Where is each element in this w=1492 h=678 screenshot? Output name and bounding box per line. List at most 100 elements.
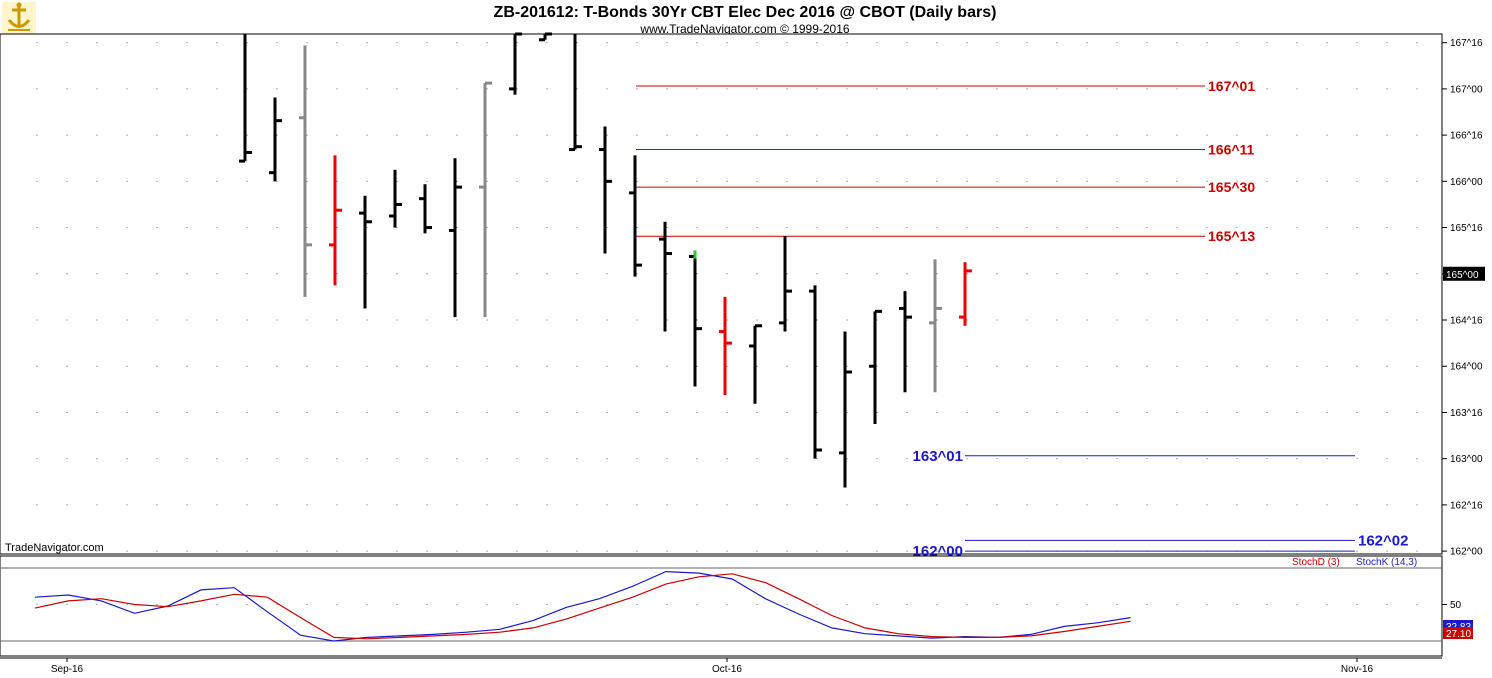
grid-dot — [66, 603, 68, 606]
grid-dot — [1266, 273, 1268, 275]
grid-dot — [1026, 88, 1028, 90]
grid-dot — [366, 319, 368, 321]
grid-dot — [1176, 180, 1178, 182]
grid-dot — [426, 273, 428, 275]
grid-dot — [666, 226, 668, 229]
grid-dot — [846, 273, 848, 275]
grid-dot — [156, 504, 158, 506]
grid-dot — [876, 134, 878, 136]
watermark-text: TradeNavigator.com — [5, 542, 104, 554]
grid-dot — [306, 42, 308, 44]
grid-dot — [1176, 504, 1178, 506]
grid-dot — [966, 365, 968, 367]
grid-dot — [246, 273, 248, 275]
grid-dot — [276, 42, 278, 44]
grid-dot — [1386, 180, 1388, 182]
grid-dot — [66, 504, 68, 506]
grid-dot — [216, 504, 218, 506]
grid-dot — [696, 550, 698, 552]
grid-dot — [576, 134, 578, 136]
grid-dot — [906, 319, 908, 321]
grid-dot — [1206, 88, 1208, 90]
grid-dot — [876, 365, 878, 367]
grid-dot — [1416, 273, 1418, 275]
grid-dot — [156, 411, 158, 414]
time-axis: Sep-16 Oct-16 Nov-16 — [0, 657, 1442, 675]
grid-dot — [276, 365, 278, 367]
grid-dot — [546, 365, 548, 367]
grid-dot — [726, 134, 728, 136]
grid-dot — [366, 550, 368, 552]
grid-dot — [36, 42, 38, 44]
grid-dot — [486, 603, 488, 606]
grid-dot — [1296, 273, 1298, 275]
grid-dot — [756, 365, 758, 367]
grid-dot — [1326, 458, 1328, 460]
grid-dot — [1236, 603, 1238, 606]
grid-dot — [216, 42, 218, 44]
grid-dot — [396, 504, 398, 506]
grid-dot — [1326, 134, 1328, 136]
grid-dot — [486, 226, 488, 229]
grid-dot — [1356, 134, 1358, 136]
grid-dot — [36, 411, 38, 414]
grid-dot — [576, 550, 578, 552]
grid-dot — [906, 273, 908, 275]
grid-dot — [396, 550, 398, 552]
grid-dot — [1266, 411, 1268, 414]
grid-dot — [246, 180, 248, 182]
grid-dot — [1236, 273, 1238, 275]
stoch-last-value-box — [1443, 627, 1473, 639]
grid-dot — [1326, 504, 1328, 506]
grid-dot — [366, 180, 368, 182]
grid-dot — [696, 273, 698, 275]
grid-dot — [1356, 319, 1358, 321]
y-tick-label: 166^00 — [1450, 177, 1483, 188]
grid-dot — [306, 550, 308, 552]
grid-dot — [636, 134, 638, 136]
grid-dot — [216, 180, 218, 182]
grid-dot — [156, 42, 158, 44]
grid-dot — [546, 42, 548, 44]
grid-dot — [246, 550, 248, 552]
grid-dot — [576, 504, 578, 506]
grid-dot — [96, 365, 98, 367]
grid-dot — [216, 226, 218, 229]
grid-dot — [246, 458, 248, 460]
grid-dot — [396, 88, 398, 90]
grid-dot — [966, 42, 968, 44]
grid-dot — [426, 411, 428, 414]
grid-dot — [246, 88, 248, 90]
grid-dot — [1356, 603, 1358, 606]
x-tick-label: Oct-16 — [712, 664, 742, 675]
grid-dot — [936, 504, 938, 506]
grid-dot — [996, 273, 998, 275]
grid-dot — [996, 504, 998, 506]
grid-dot — [306, 226, 308, 229]
grid-dot — [546, 411, 548, 414]
grid-dot — [876, 319, 878, 321]
grid-dot — [66, 226, 68, 229]
grid-dot — [1146, 134, 1148, 136]
grid-dot — [336, 319, 338, 321]
grid-dot — [1116, 180, 1118, 182]
grid-dot — [216, 411, 218, 414]
y-tick-label: 164^16 — [1450, 316, 1483, 327]
y-tick-label: 165^16 — [1450, 223, 1483, 234]
grid-dot — [1146, 42, 1148, 44]
y-tick-label: 163^00 — [1450, 454, 1483, 465]
grid-dot — [1386, 134, 1388, 136]
grid-dot — [696, 134, 698, 136]
grid-dot — [216, 550, 218, 552]
grid-dot — [36, 603, 38, 606]
grid-dot — [516, 134, 518, 136]
ohlc-bar — [329, 155, 342, 286]
grid-dot — [906, 226, 908, 229]
grid-dot — [1356, 458, 1358, 460]
grid-dot — [1416, 134, 1418, 136]
grid-dot — [486, 550, 488, 552]
grid-dot — [1296, 134, 1298, 136]
grid-dot — [666, 180, 668, 182]
grid-dot — [216, 458, 218, 460]
grid-dot — [1026, 603, 1028, 606]
